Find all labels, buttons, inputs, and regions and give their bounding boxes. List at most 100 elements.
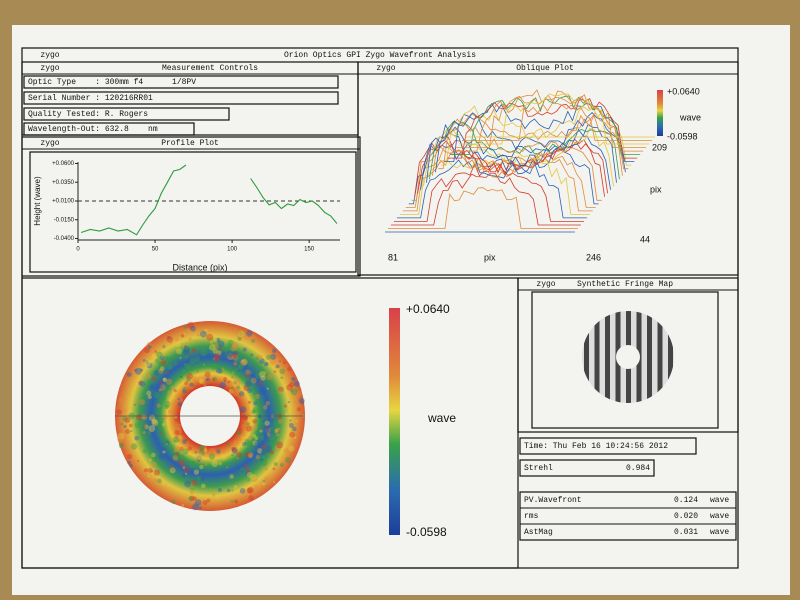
speckle — [232, 354, 239, 361]
speckle — [215, 367, 222, 374]
panel-title: Profile Plot — [161, 139, 219, 148]
plot-frame — [29, 151, 357, 273]
speckle — [265, 401, 271, 406]
speckle — [231, 446, 238, 453]
speckle — [266, 449, 270, 453]
speckle — [250, 334, 256, 340]
speckle — [286, 384, 293, 391]
fringe-hole — [616, 345, 640, 369]
speckle — [237, 333, 243, 339]
speckle — [160, 354, 164, 358]
fringe-frame — [531, 291, 719, 429]
speckle — [172, 455, 178, 461]
speckle — [232, 390, 238, 397]
speckle — [229, 388, 232, 392]
speckle — [241, 424, 245, 428]
speckle — [226, 380, 234, 388]
speckle — [194, 499, 202, 506]
speckle — [158, 453, 166, 460]
speckle — [213, 357, 216, 360]
speckle — [279, 462, 285, 468]
speckle — [264, 420, 270, 426]
speckle — [293, 380, 300, 387]
speckle — [165, 440, 170, 445]
speckle — [151, 419, 159, 427]
speckle — [196, 453, 203, 461]
speckle — [264, 427, 270, 433]
speckle — [167, 364, 173, 370]
speckle — [271, 373, 275, 377]
speckle — [279, 368, 286, 375]
speckle — [205, 378, 209, 381]
speckle — [183, 324, 188, 329]
field — [23, 75, 339, 89]
speckle — [151, 353, 156, 358]
speckle — [261, 419, 265, 423]
speckle — [276, 441, 284, 449]
speckle — [245, 369, 251, 375]
speckle — [198, 506, 202, 510]
speckle — [202, 448, 208, 453]
oblique-surface — [385, 89, 655, 233]
speckle — [192, 496, 197, 501]
speckle — [221, 351, 226, 357]
speckle — [174, 445, 181, 452]
speckle — [124, 428, 130, 435]
strehl-label: Strehl — [524, 464, 553, 473]
speckle — [198, 378, 205, 385]
speckle — [253, 409, 256, 412]
speckle — [157, 478, 162, 484]
speckle — [170, 342, 173, 345]
speckle — [283, 448, 290, 454]
speckle — [184, 379, 188, 383]
speckle — [226, 488, 231, 493]
speckle — [241, 436, 244, 439]
speckle — [145, 373, 152, 380]
speckle — [166, 336, 174, 343]
speckle — [238, 331, 243, 336]
speckle — [226, 442, 230, 447]
speckle — [175, 348, 183, 355]
result-value: 0.020 — [674, 512, 698, 521]
speckle — [185, 438, 188, 442]
speckle — [254, 393, 260, 399]
speckle — [184, 363, 192, 370]
speckle — [244, 438, 251, 446]
speckle — [189, 484, 196, 490]
speckle — [165, 434, 169, 438]
speckle — [162, 344, 166, 349]
speckle — [174, 423, 182, 430]
speckle — [161, 423, 166, 427]
speckle — [212, 376, 218, 382]
speckle — [175, 427, 182, 434]
result-value: 0.031 — [674, 528, 698, 537]
speckle — [290, 389, 294, 393]
window-title: Orion Optics GPI Zygo Wavefront Analysis — [284, 51, 476, 60]
speckle — [209, 447, 216, 455]
speckle — [146, 362, 153, 369]
y-tick-label: +0.0600 — [52, 161, 75, 167]
speckle — [196, 455, 202, 461]
speckle — [278, 389, 283, 394]
logo: zygo — [536, 280, 555, 289]
speckle — [200, 476, 206, 482]
speckle — [245, 468, 250, 473]
speckle — [177, 459, 185, 466]
speckle — [259, 457, 264, 462]
speckle — [130, 430, 133, 433]
speckle — [230, 453, 234, 457]
speckle — [172, 436, 180, 444]
speckle — [217, 487, 223, 493]
fringe — [605, 311, 610, 403]
speckle — [196, 370, 199, 373]
speckle — [188, 469, 191, 473]
speckle — [134, 369, 137, 372]
speckle — [295, 419, 299, 423]
speckle — [175, 341, 181, 348]
speckle — [189, 385, 194, 390]
speckle — [252, 440, 258, 446]
speckle — [269, 349, 273, 353]
time: Time: Thu Feb 16 10:24:56 2012 — [524, 442, 668, 451]
speckle — [178, 401, 183, 406]
result-unit: wave — [710, 496, 729, 505]
